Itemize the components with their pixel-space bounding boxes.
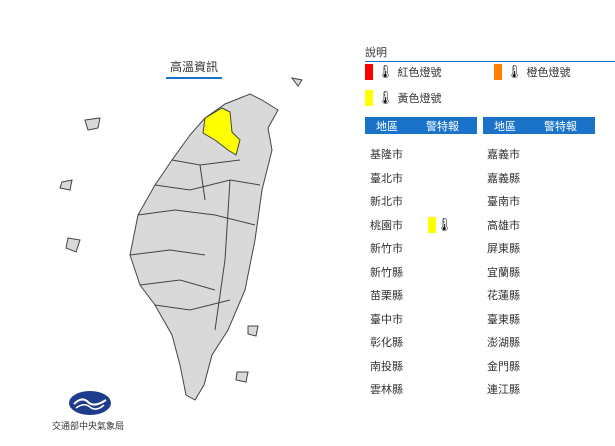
table-header-right: 地區 警特報: [483, 117, 595, 134]
table-row: 新竹市: [370, 237, 453, 261]
region-name: 宜蘭縣: [487, 265, 520, 279]
region-name: 苗栗縣: [370, 289, 403, 302]
table-row: 臺北市: [370, 167, 453, 191]
table-row: 澎湖縣: [487, 331, 545, 355]
island-penghu: [84, 117, 101, 131]
table-row: 宜蘭縣: [487, 261, 545, 285]
table-header-left: 地區 警特報: [365, 117, 477, 134]
region-name: 臺中市: [370, 312, 403, 326]
table-row: 嘉義縣: [487, 167, 545, 191]
cwb-logo: [69, 391, 111, 415]
table-row: 新竹縣: [370, 261, 453, 285]
table-row: 基隆市: [370, 143, 453, 167]
island-green: [247, 325, 259, 337]
legend-label: 橙色燈號: [526, 66, 571, 79]
island-penghu-2: [65, 237, 81, 253]
taiwan-map: [59, 77, 303, 401]
region-name: 花蓮縣: [487, 289, 520, 302]
table-row: 臺中市: [370, 308, 453, 332]
table-row: 雲林縣: [370, 378, 453, 402]
orange-swatch: [494, 64, 502, 80]
region-name: 臺北市: [370, 171, 403, 185]
table-row: 嘉義市: [487, 143, 545, 167]
region-name: 彰化縣: [370, 336, 403, 349]
table-row: 南投縣: [370, 355, 453, 379]
island-kinmen: [59, 179, 73, 191]
table-row: 連江縣: [487, 378, 545, 402]
region-name: 新竹市: [370, 242, 403, 255]
table-row: 臺東縣: [487, 308, 545, 332]
yellow-alert-swatch: [428, 217, 436, 234]
table-row: 苗栗縣: [370, 284, 453, 308]
legend-label: 紅色燈號: [397, 66, 442, 79]
region-name: 新竹縣: [370, 265, 403, 279]
legend-orange: 🌡 橙色燈號: [494, 64, 571, 80]
table-row: 臺南市: [487, 190, 545, 214]
table-row: 屏東縣: [487, 237, 545, 261]
table-row: 彰化縣: [370, 331, 453, 355]
taiwan-island: [129, 93, 279, 401]
thermometer-icon: 🌡: [436, 217, 453, 233]
region-name: 屏東縣: [487, 242, 520, 255]
region-name: 連江縣: [487, 383, 520, 396]
region-name: 嘉義市: [487, 148, 520, 161]
region-list-right: 嘉義市嘉義縣臺南市高雄市屏東縣宜蘭縣花蓮縣臺東縣澎湖縣金門縣連江縣: [487, 143, 545, 402]
region-name: 桃園市: [370, 218, 403, 232]
region-list-left: 基隆市臺北市新北市桃園市 🌡 新竹市新竹縣苗栗縣臺中市彰化縣南投縣雲林縣: [370, 143, 453, 402]
table-row: 新北市: [370, 190, 453, 214]
legend-label: 黃色燈號: [397, 92, 442, 105]
table-row: 桃園市 🌡: [370, 214, 453, 238]
region-name: 基隆市: [370, 148, 403, 161]
logo-text: 交通部中央氣象局: [52, 422, 125, 432]
island-orchid: [235, 371, 249, 383]
legend-yellow: 🌡 黃色燈號: [365, 90, 442, 106]
region-name: 臺東縣: [487, 312, 520, 326]
thermometer-icon: 🌡: [506, 64, 523, 80]
region-name: 澎湖縣: [487, 336, 520, 349]
legend-red: 🌡 紅色燈號: [365, 64, 442, 80]
region-name: 高雄市: [487, 218, 520, 232]
region-name: 嘉義縣: [487, 171, 520, 185]
table-row: 金門縣: [487, 355, 545, 379]
red-swatch: [365, 64, 373, 80]
table-row: 高雄市: [487, 214, 545, 238]
legend-title: 說明: [365, 44, 615, 62]
region-name: 臺南市: [487, 195, 520, 208]
region-name: 雲林縣: [370, 383, 403, 396]
table-row: 花蓮縣: [487, 284, 545, 308]
region-taoyuan: [202, 107, 241, 156]
thermometer-icon: 🌡: [377, 64, 394, 80]
region-name: 金門縣: [487, 359, 520, 373]
region-name: 新北市: [370, 195, 403, 208]
yellow-swatch: [365, 90, 373, 106]
thermometer-icon: 🌡: [377, 90, 394, 106]
island-matsu: [290, 77, 303, 87]
map-title: 高溫資訊: [166, 58, 223, 79]
region-name: 南投縣: [370, 359, 403, 373]
